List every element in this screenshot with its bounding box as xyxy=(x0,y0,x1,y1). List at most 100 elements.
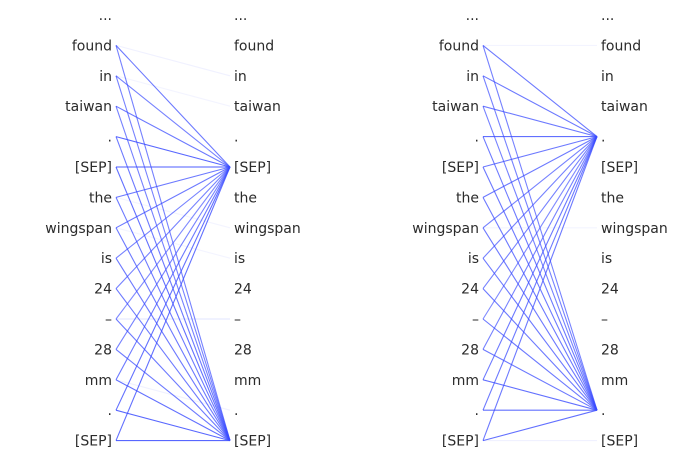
attention-edge xyxy=(115,44,231,77)
source-token-label: . xyxy=(475,130,479,146)
attention-edge xyxy=(115,166,231,441)
source-token-label: . xyxy=(108,130,112,146)
source-token-label: is xyxy=(468,251,479,267)
source-token-label: 24 xyxy=(94,282,112,298)
source-token-label: found xyxy=(439,38,479,54)
target-token-label: mm xyxy=(601,373,628,389)
target-token-label: 28 xyxy=(601,342,619,358)
attention-panel-left: ... found in taiwan. [SEP] the wingspan is 24 – 28… xyxy=(45,8,300,450)
target-token-label: the xyxy=(601,190,624,206)
source-token-label: 28 xyxy=(461,342,479,358)
attention-edge xyxy=(482,136,598,168)
attention-edge xyxy=(115,166,231,229)
attention-edge xyxy=(482,136,598,289)
source-token-label: mm xyxy=(452,373,479,389)
target-token-label: taiwan xyxy=(234,99,281,115)
source-token-label: [SEP] xyxy=(442,434,479,450)
source-token-label: the xyxy=(89,190,112,206)
source-token-label: in xyxy=(466,69,479,85)
source-token-label: taiwan xyxy=(65,99,112,115)
attention-edge xyxy=(115,197,231,441)
attention-edge xyxy=(115,166,231,411)
source-token-label: . xyxy=(475,403,479,419)
attention-edge xyxy=(482,257,598,411)
attention-edge xyxy=(482,409,598,442)
target-token-label: wingspan xyxy=(601,221,668,237)
attention-edge xyxy=(115,318,231,441)
target-token-label: in xyxy=(601,69,614,85)
attention-edge xyxy=(115,136,231,168)
target-token-label: ... xyxy=(234,8,247,24)
source-token-label: [SEP] xyxy=(75,434,112,450)
target-token-label: the xyxy=(234,190,257,206)
attention-edge xyxy=(482,288,598,411)
source-token-label: 28 xyxy=(94,342,112,358)
source-token-label: the xyxy=(456,190,479,206)
attention-edge xyxy=(115,166,231,350)
attention-panel-right: ... found in taiwan. [SEP] the wingspan is 24 – 28… xyxy=(412,8,667,450)
attention-edge xyxy=(115,105,231,168)
target-token-column-right: ... found in taiwan. [SEP] the wingspan is 24 – 28… xyxy=(601,8,668,450)
target-token-label: . xyxy=(601,403,605,419)
attention-edges-right xyxy=(482,44,598,442)
target-token-label: [SEP] xyxy=(601,160,638,176)
target-token-label: in xyxy=(234,69,247,85)
attention-edge xyxy=(482,136,598,259)
attention-edge xyxy=(115,75,231,107)
attention-edge xyxy=(482,136,598,320)
attention-edge xyxy=(115,227,231,441)
target-token-label: 24 xyxy=(234,282,252,298)
target-token-column-left: ... found in taiwan. [SEP] the wingspan is 24 – 28… xyxy=(234,8,301,450)
attention-edge xyxy=(115,166,231,259)
source-token-label: [SEP] xyxy=(442,160,479,176)
source-token-label: [SEP] xyxy=(75,160,112,176)
source-token-label: 24 xyxy=(461,282,479,298)
source-token-label: wingspan xyxy=(45,221,112,237)
attention-edge xyxy=(115,166,231,198)
attention-edge xyxy=(115,166,231,320)
source-token-label: mm xyxy=(85,373,112,389)
target-token-label: . xyxy=(234,130,238,146)
target-token-label: ... xyxy=(601,8,614,24)
attention-edge xyxy=(482,227,598,411)
attention-edge xyxy=(115,379,231,442)
attention-edge xyxy=(482,105,598,138)
target-token-label: . xyxy=(234,403,238,419)
source-token-label: – xyxy=(105,312,112,328)
attention-edge xyxy=(115,288,231,441)
source-token-label: taiwan xyxy=(432,99,479,115)
source-token-label: – xyxy=(472,312,479,328)
attention-edge xyxy=(482,318,598,411)
target-token-label: wingspan xyxy=(234,221,301,237)
attention-edge xyxy=(482,44,598,138)
attention-edge xyxy=(482,348,598,411)
attention-edge xyxy=(115,257,231,441)
source-token-label: found xyxy=(72,38,112,54)
target-token-label: [SEP] xyxy=(234,434,271,450)
attention-edge xyxy=(115,166,231,381)
attention-edge xyxy=(482,136,598,411)
source-token-column-right: ... found in taiwan. [SEP] the wingspan is 24 – 28… xyxy=(412,8,479,450)
attention-edge xyxy=(482,379,598,411)
target-token-label: 28 xyxy=(234,342,252,358)
attention-edge xyxy=(482,136,598,441)
attention-edge xyxy=(482,136,598,229)
attention-edge xyxy=(115,409,231,442)
target-token-label: taiwan xyxy=(601,99,648,115)
target-token-label: found xyxy=(601,38,641,54)
attention-edge xyxy=(115,75,231,168)
attention-edge xyxy=(482,136,598,198)
target-token-label: found xyxy=(234,38,274,54)
target-token-label: – xyxy=(234,312,241,328)
source-token-label: . xyxy=(108,403,112,419)
target-token-label: is xyxy=(234,251,245,267)
attention-edges-left xyxy=(115,44,231,442)
attention-edge xyxy=(482,136,598,381)
target-token-label: is xyxy=(601,251,612,267)
attention-edge xyxy=(482,75,598,138)
attention-edge xyxy=(115,348,231,442)
target-token-label: – xyxy=(601,312,608,328)
target-token-label: mm xyxy=(234,373,261,389)
source-token-label: wingspan xyxy=(412,221,479,237)
